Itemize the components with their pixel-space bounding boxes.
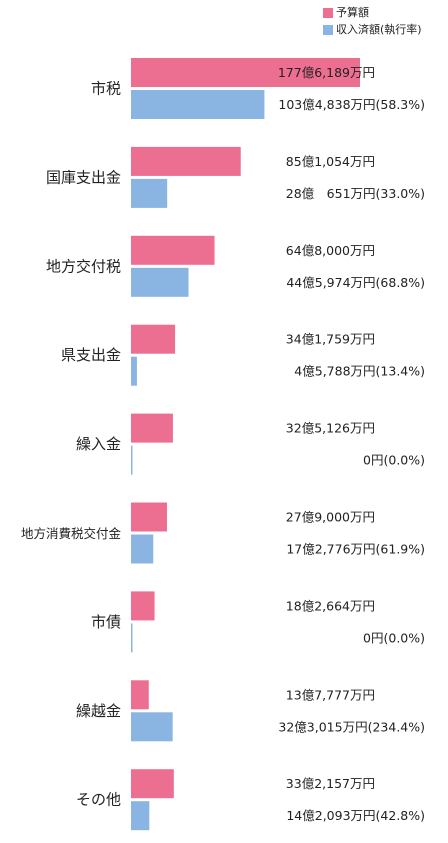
budget-value-label: 85億1,054万円	[286, 154, 375, 169]
bar-budget	[131, 769, 174, 799]
bar-actual	[131, 445, 133, 475]
bar-actual	[131, 90, 265, 119]
category-label: その他	[76, 791, 121, 809]
budget-value-label: 64億8,000万円	[286, 243, 375, 258]
actual-value-label: 32億3,015万円(234.4%)	[278, 719, 425, 734]
legend-label-actual: 収入済額(執行率)	[336, 23, 422, 36]
budget-value-label: 33億2,157万円	[286, 776, 375, 791]
budget-value-label: 27億9,000万円	[286, 510, 375, 525]
budget-value-label: 34億1,759万円	[286, 332, 375, 347]
actual-value-label: 103億4,838万円(58.3%)	[278, 97, 425, 112]
category-label: 県支出金	[61, 346, 121, 364]
actual-value-label: 14億2,093万円(42.8%)	[286, 808, 425, 823]
legend-swatch-budget	[323, 7, 333, 18]
category-label: 市税	[91, 80, 121, 98]
bar-actual	[131, 267, 189, 297]
actual-value-label: 44億5,974万円(68.8%)	[286, 275, 425, 290]
legend-swatch-actual	[323, 24, 333, 35]
bar-actual	[131, 534, 154, 564]
actual-value-label: 0円(0.0%)	[363, 453, 425, 468]
bar-actual	[131, 623, 133, 653]
bar-budget	[131, 58, 360, 87]
category-label: 市債	[91, 613, 121, 631]
budget-value-label: 177億6,189万円	[278, 65, 375, 80]
category-label: 国庫支出金	[46, 168, 121, 186]
actual-value-label: 28億 651万円(33.0%)	[286, 186, 425, 201]
bar-actual	[131, 178, 168, 208]
actual-value-label: 0円(0.0%)	[363, 630, 425, 645]
legend-item-actual: 収入済額(執行率)	[323, 21, 422, 38]
bar-actual	[131, 356, 137, 386]
category-label: 繰越金	[76, 702, 121, 720]
bar-budget	[131, 413, 173, 443]
actual-value-label: 17億2,776万円(61.9%)	[286, 542, 425, 557]
bar-budget	[131, 146, 241, 176]
bar-budget	[131, 502, 167, 532]
legend: 予算額 収入済額(執行率)	[323, 4, 422, 38]
bar-budget	[131, 591, 155, 621]
category-label: 地方交付税	[46, 257, 121, 275]
budget-value-label: 13億7,777万円	[286, 687, 375, 702]
bar-actual	[131, 712, 173, 742]
category-label: 地方消費税交付金	[21, 526, 122, 541]
legend-item-budget: 予算額	[323, 4, 422, 21]
bar-budget	[131, 235, 215, 265]
legend-label-budget: 予算額	[336, 6, 369, 19]
budget-value-label: 32億5,126万円	[286, 421, 375, 436]
actual-value-label: 4億5,788万円(13.4%)	[294, 364, 425, 379]
bar-actual	[131, 801, 150, 831]
bar-budget	[131, 680, 149, 710]
bar-budget	[131, 324, 176, 354]
budget-value-label: 18億2,664万円	[286, 598, 375, 613]
category-label: 繰入金	[76, 435, 121, 453]
